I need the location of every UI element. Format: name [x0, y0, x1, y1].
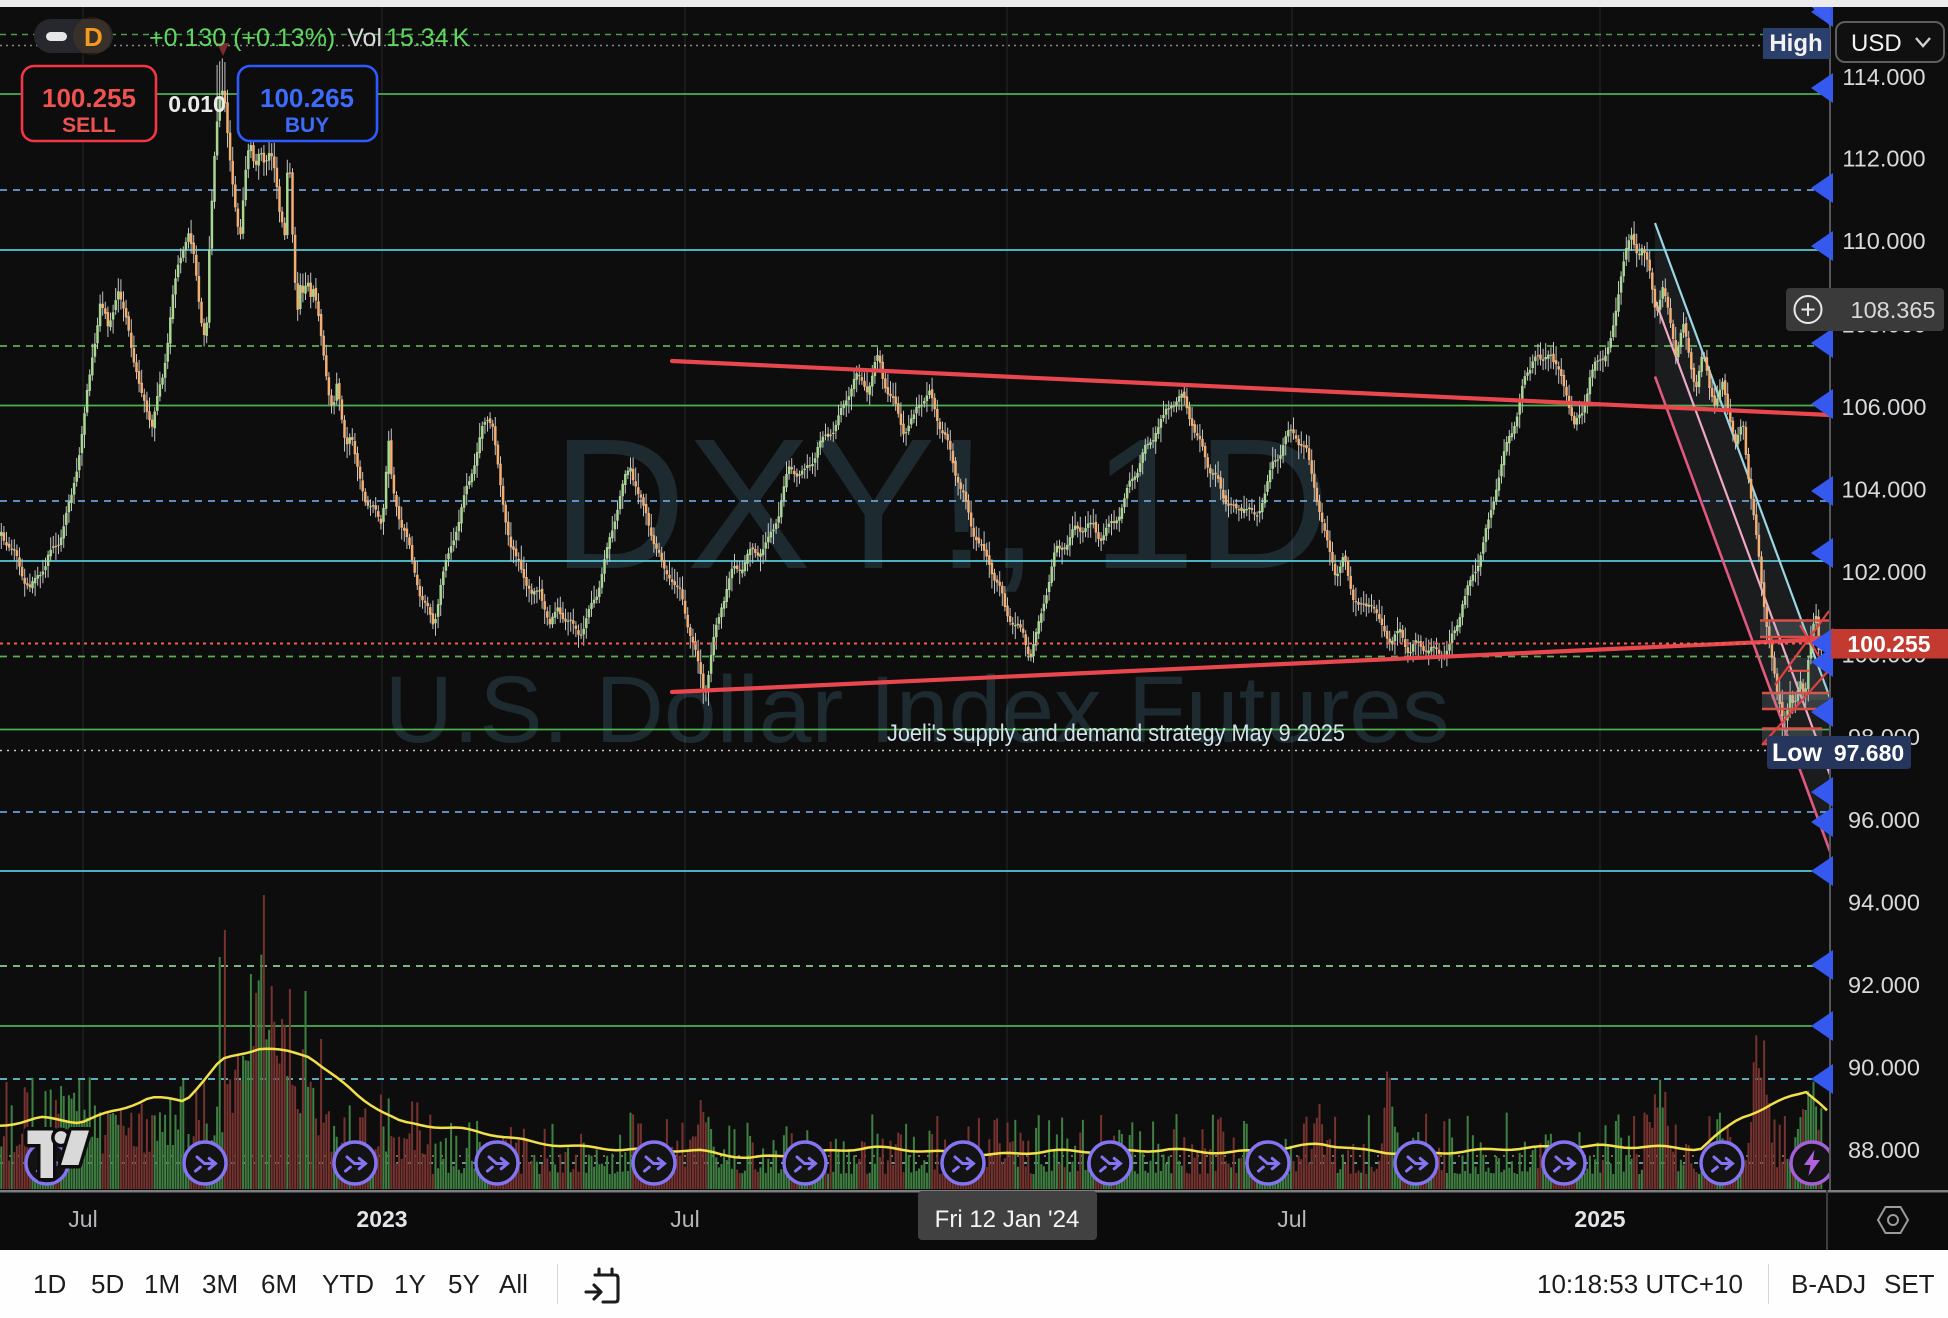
svg-text:108.365: 108.365	[1851, 297, 1936, 323]
svg-text:SELL: SELL	[62, 114, 116, 137]
svg-text:97.680: 97.680	[1834, 740, 1904, 766]
svg-text:DXY!, 1D: DXY!, 1D	[552, 401, 1331, 608]
svg-text:102.000: 102.000	[1842, 559, 1927, 585]
svg-text:Joeli's supply and demand stra: Joeli's supply and demand strategy May 9…	[887, 720, 1345, 747]
svg-text:88.000: 88.000	[1848, 1137, 1920, 1163]
svg-text:100.255: 100.255	[42, 83, 136, 113]
svg-text:112.000: 112.000	[1842, 146, 1925, 172]
svg-text:High: High	[1769, 30, 1822, 57]
svg-text:2025: 2025	[1574, 1206, 1625, 1232]
svg-text:90.000: 90.000	[1848, 1055, 1920, 1081]
svg-text:96.000: 96.000	[1848, 807, 1920, 833]
svg-text:Fri 12 Jan '24: Fri 12 Jan '24	[935, 1206, 1080, 1233]
svg-text:94.000: 94.000	[1848, 890, 1920, 916]
svg-text:U.S. Dollar Index Futures: U.S. Dollar Index Futures	[385, 657, 1450, 763]
svg-text:0.010: 0.010	[168, 91, 226, 117]
svg-text:D: D	[84, 22, 103, 52]
svg-text:100.255: 100.255	[1847, 631, 1930, 657]
svg-text:106.000: 106.000	[1842, 394, 1927, 420]
svg-text:110.000: 110.000	[1842, 228, 1925, 254]
svg-text:104.000: 104.000	[1842, 477, 1927, 503]
svg-text:Low: Low	[1772, 739, 1823, 767]
svg-text:Jul: Jul	[1277, 1206, 1306, 1232]
svg-text:114.000: 114.000	[1842, 64, 1925, 90]
svg-text:92.000: 92.000	[1848, 972, 1920, 998]
svg-text:2023: 2023	[356, 1206, 407, 1232]
svg-text:USD: USD	[1851, 30, 1902, 57]
svg-text:Jul: Jul	[670, 1206, 699, 1232]
svg-text:Jul: Jul	[68, 1206, 97, 1232]
svg-text:BUY: BUY	[285, 114, 329, 137]
svg-text:100.265: 100.265	[260, 83, 354, 113]
